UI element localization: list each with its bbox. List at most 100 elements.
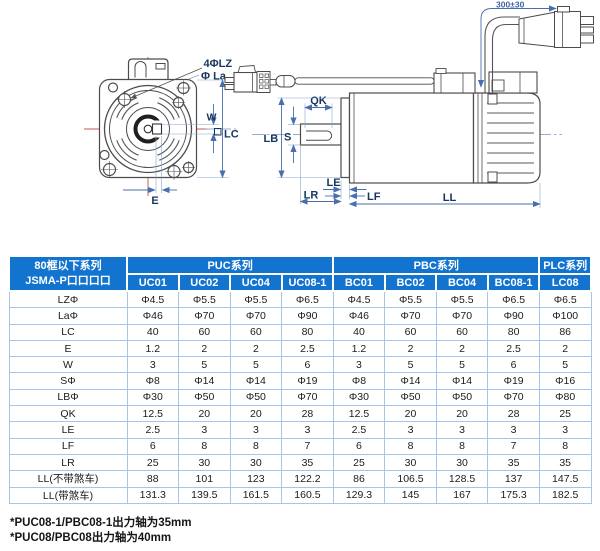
plug-latch [237, 65, 257, 73]
table-row: LC 40 60 60 80 40 60 60 80 86 [8, 323, 592, 341]
value-cell: 6 [487, 356, 540, 374]
spec-table: 80框以下系列 JSMA-P口口口口 PUC系列 PBC系列 PLC系列 UC01 UC02… [8, 255, 592, 504]
corner-circle [99, 149, 110, 161]
value-cell: 20 [178, 405, 231, 423]
plug-pin [224, 84, 235, 90]
model-header: UC01 [126, 273, 180, 292]
table-corner-header: 80框以下系列 JSMA-P口口口口 [8, 255, 128, 292]
value-cell: Φ5.5 [229, 290, 283, 309]
table-row: LL(带煞车) 131.3 139.5 161.5 160.5 129.3 145 167 17… [8, 486, 592, 504]
value-cell: 2 [538, 339, 592, 358]
plug-pin [580, 16, 594, 25]
value-cell: 40 [126, 323, 180, 341]
value-cell: 35 [281, 453, 334, 472]
value-cell: Φ14 [178, 372, 231, 390]
footnote-1: *PUC08-1/PBC08-1出力轴为35mm [10, 517, 192, 529]
value-cell: 147.5 [538, 470, 592, 488]
keyway [151, 123, 163, 135]
bolt-hole-icon [116, 91, 133, 108]
value-cell: 160.5 [281, 486, 334, 504]
bolt-hole-icon [165, 163, 183, 180]
value-cell: 123 [229, 470, 283, 488]
encoder-connector-block [433, 72, 476, 94]
footnote-2: *PUC08/PBC08出力轴为40mm [10, 532, 172, 544]
value-cell: 167 [435, 486, 489, 504]
value-cell: 6 [281, 356, 334, 374]
e-extension-lines [155, 136, 162, 193]
plug-pin [580, 26, 594, 34]
model-header: UC04 [229, 273, 283, 292]
le-extension-lines [340, 180, 350, 199]
bolt-hole-icon [182, 161, 195, 174]
value-cell: 3 [487, 421, 540, 439]
value-cell: 30 [178, 453, 231, 472]
rear-clip [487, 171, 498, 183]
value-cell: 101 [178, 470, 231, 488]
value-cell: 2.5 [487, 339, 540, 358]
value-cell: 30 [384, 453, 437, 472]
dimension-drawing: 4ΦLZ Φ La W LC E [84, 0, 594, 208]
plug-body [233, 71, 258, 93]
value-cell: Φ6.5 [281, 290, 334, 309]
value-cell: 8 [538, 437, 592, 455]
value-cell: 3 [281, 421, 334, 439]
value-cell: Φ14 [229, 372, 283, 390]
value-cell: 6 [126, 437, 180, 455]
bolt-holes [99, 80, 195, 180]
strain-relief [518, 11, 557, 48]
value-cell: 3 [178, 421, 231, 439]
value-cell: 20 [384, 405, 437, 423]
value-cell: 28 [281, 405, 334, 423]
table-row: SΦ Φ8 Φ14 Φ14 Φ19 Φ8 Φ14 Φ14 Φ19 Φ16 [8, 372, 592, 390]
value-cell: 175.3 [487, 486, 540, 504]
value-cell: 2.5 [126, 421, 180, 439]
row-label: LE [8, 421, 128, 439]
value-cell: Φ5.5 [178, 290, 231, 309]
value-cell: 28 [487, 405, 540, 423]
row-label: SΦ [8, 372, 128, 390]
value-cell: Φ30 [332, 388, 386, 407]
value-cell: Φ19 [281, 372, 334, 390]
value-cell: Φ70 [384, 307, 437, 325]
value-cell: 20 [435, 405, 489, 423]
table-row: LZΦ Φ4.5 Φ5.5 Φ5.5 Φ6.5 Φ4.5 Φ5.5 Φ5.5 Φ6.5 Φ6.5 [8, 290, 592, 309]
value-cell: Φ19 [487, 372, 540, 390]
keyway-width-label: W [207, 112, 217, 124]
bolt-holes-label: 4ΦLZ [204, 58, 233, 70]
value-cell: 12.5 [126, 405, 180, 423]
table-row: LBΦ Φ30 Φ50 Φ50 Φ70 Φ30 Φ50 Φ50 Φ70 Φ80 [8, 388, 592, 407]
row-label: LR [8, 453, 128, 472]
value-cell: Φ14 [435, 372, 489, 390]
value-cell: 3 [384, 421, 437, 439]
rear-clip [487, 93, 498, 105]
row-label: E [8, 339, 128, 358]
value-cell: 5 [178, 356, 231, 374]
value-cell: 1.2 [332, 339, 386, 358]
flange-size-label: LC [224, 129, 239, 141]
table-row: LE 2.5 3 3 3 2.5 3 3 3 3 [8, 421, 592, 439]
value-cell: Φ4.5 [126, 290, 180, 309]
cable-length-dim-line [477, 5, 557, 88]
corner-line1: 80框以下系列 [34, 260, 102, 273]
motor-front-view [84, 57, 238, 196]
side-view-dimensions: 300±30 QK LB S [264, 0, 557, 208]
value-cell: 3 [332, 356, 386, 374]
front-shoulder-label: LE [326, 177, 340, 189]
value-cell: 80 [487, 323, 540, 341]
shaft-length-label: LR [304, 190, 319, 202]
value-cell: 25 [332, 453, 386, 472]
value-cell: 20 [229, 405, 283, 423]
model-header: BC01 [332, 273, 386, 292]
keyway-slot-side [306, 130, 333, 141]
plug-latch [557, 6, 570, 13]
header-row-series: 80框以下系列 JSMA-P口口口口 PUC系列 PBC系列 PLC系列 [8, 255, 592, 292]
value-cell: Φ6.5 [538, 290, 592, 309]
value-cell: Φ46 [126, 307, 180, 325]
value-cell: 5 [229, 356, 283, 374]
value-cell: 5 [435, 356, 489, 374]
value-cell: 60 [229, 323, 283, 341]
row-label: LZΦ [8, 290, 128, 309]
value-cell: 2 [435, 339, 489, 358]
value-cell: Φ50 [229, 388, 283, 407]
